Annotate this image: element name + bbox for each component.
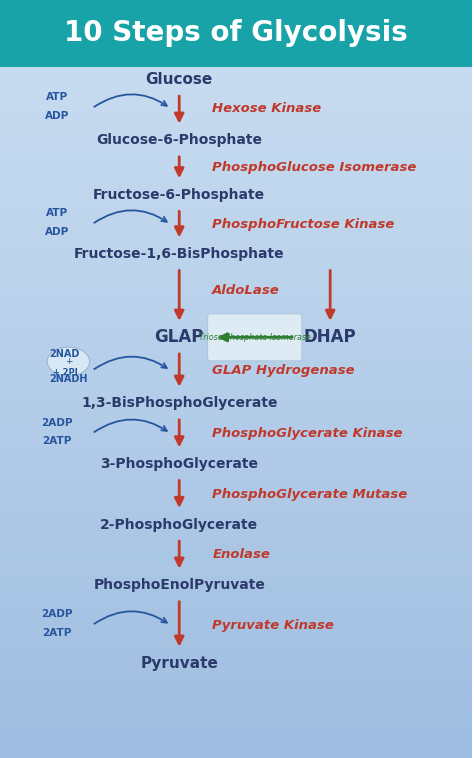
Bar [0, 620, 472, 631]
Bar [0, 89, 472, 102]
Bar [0, 0, 472, 67]
Bar [0, 574, 472, 585]
Bar [0, 424, 472, 435]
Text: Fructose-1,6-BisPhosphate: Fructose-1,6-BisPhosphate [74, 247, 284, 261]
Bar [0, 193, 472, 205]
Bar [0, 320, 472, 332]
Text: PhosphoGlycerate Kinase: PhosphoGlycerate Kinase [212, 427, 403, 440]
Text: PhosphoGlycerate Mutase: PhosphoGlycerate Mutase [212, 487, 408, 501]
Bar [0, 274, 472, 286]
Bar [0, 597, 472, 608]
Bar [0, 102, 472, 113]
Bar [0, 412, 472, 424]
Bar [0, 481, 472, 493]
Text: ADP: ADP [45, 111, 69, 121]
Bar [0, 470, 472, 481]
Bar [0, 585, 472, 597]
Bar [0, 113, 472, 124]
Text: 2ADP: 2ADP [41, 609, 73, 619]
Bar [0, 712, 472, 723]
Text: Glucose: Glucose [146, 72, 213, 87]
Bar [0, 355, 472, 366]
Bar [0, 608, 472, 620]
Bar [0, 700, 472, 712]
Bar [0, 390, 472, 401]
Text: Glucose-6-Phosphate: Glucose-6-Phosphate [96, 133, 262, 147]
Text: 2NAD: 2NAD [49, 349, 80, 359]
Bar [0, 67, 472, 78]
Text: 2ATP: 2ATP [42, 436, 71, 446]
Bar [0, 332, 472, 343]
Bar [0, 228, 472, 240]
Bar [0, 528, 472, 539]
Bar [0, 251, 472, 262]
Ellipse shape [47, 347, 90, 376]
Bar [0, 562, 472, 574]
Text: GLAP Hydrogenase: GLAP Hydrogenase [212, 364, 355, 377]
Bar [0, 550, 472, 562]
Bar [0, 631, 472, 643]
Text: ADP: ADP [45, 227, 69, 236]
Bar [0, 343, 472, 355]
Bar [0, 459, 472, 470]
Text: PhosphoGlucose Isomerase: PhosphoGlucose Isomerase [212, 161, 417, 174]
Bar [0, 297, 472, 309]
Text: Enolase: Enolase [212, 548, 270, 562]
Bar [0, 377, 472, 390]
Text: 2ADP: 2ADP [41, 418, 73, 428]
Bar [0, 666, 472, 678]
Bar [0, 516, 472, 528]
Bar [0, 447, 472, 459]
Text: PhosphoFructose Kinase: PhosphoFructose Kinase [212, 218, 395, 231]
Text: 3-PhosphoGlycerate: 3-PhosphoGlycerate [100, 457, 258, 471]
Text: 2ATP: 2ATP [42, 628, 71, 637]
FancyBboxPatch shape [208, 314, 302, 361]
Text: Hexose Kinase: Hexose Kinase [212, 102, 321, 115]
Bar [0, 262, 472, 274]
Text: + 2PI: + 2PI [49, 368, 77, 377]
Bar [0, 735, 472, 747]
Text: DHAP: DHAP [304, 328, 356, 346]
Text: 1,3-BisPhosphoGlycerate: 1,3-BisPhosphoGlycerate [81, 396, 277, 410]
Text: 10 Steps of Glycolysis: 10 Steps of Glycolysis [64, 20, 408, 47]
Text: 2-PhosphoGlycerate: 2-PhosphoGlycerate [100, 518, 258, 531]
Bar [0, 723, 472, 735]
Bar [0, 136, 472, 147]
Bar [0, 124, 472, 136]
Text: PhosphoEnolPyruvate: PhosphoEnolPyruvate [93, 578, 265, 592]
Bar [0, 171, 472, 182]
Bar [0, 240, 472, 251]
Bar [0, 493, 472, 505]
Bar [0, 401, 472, 412]
Bar [0, 747, 472, 758]
Bar [0, 643, 472, 654]
Bar [0, 147, 472, 159]
Text: Pyruvate Kinase: Pyruvate Kinase [212, 619, 334, 632]
Bar [0, 678, 472, 689]
Bar [0, 78, 472, 89]
Text: AldoLase: AldoLase [212, 283, 280, 297]
Text: Triose Phosphate Isomerase: Triose Phosphate Isomerase [199, 333, 310, 342]
Bar [0, 366, 472, 377]
Text: 2NADH: 2NADH [49, 374, 88, 384]
Bar [0, 159, 472, 171]
Bar [0, 286, 472, 297]
Bar [0, 435, 472, 447]
Bar [0, 217, 472, 228]
Text: ATP: ATP [46, 208, 68, 218]
Text: +: + [64, 357, 72, 366]
Bar [0, 182, 472, 193]
Bar [0, 205, 472, 217]
Text: GLAP: GLAP [155, 328, 204, 346]
Bar [0, 654, 472, 666]
Bar [0, 539, 472, 550]
Text: ATP: ATP [46, 92, 68, 102]
Text: Pyruvate: Pyruvate [140, 656, 218, 671]
Bar [0, 309, 472, 320]
Text: Fructose-6-Phosphate: Fructose-6-Phosphate [93, 188, 265, 202]
Bar [0, 505, 472, 516]
Bar [0, 689, 472, 700]
